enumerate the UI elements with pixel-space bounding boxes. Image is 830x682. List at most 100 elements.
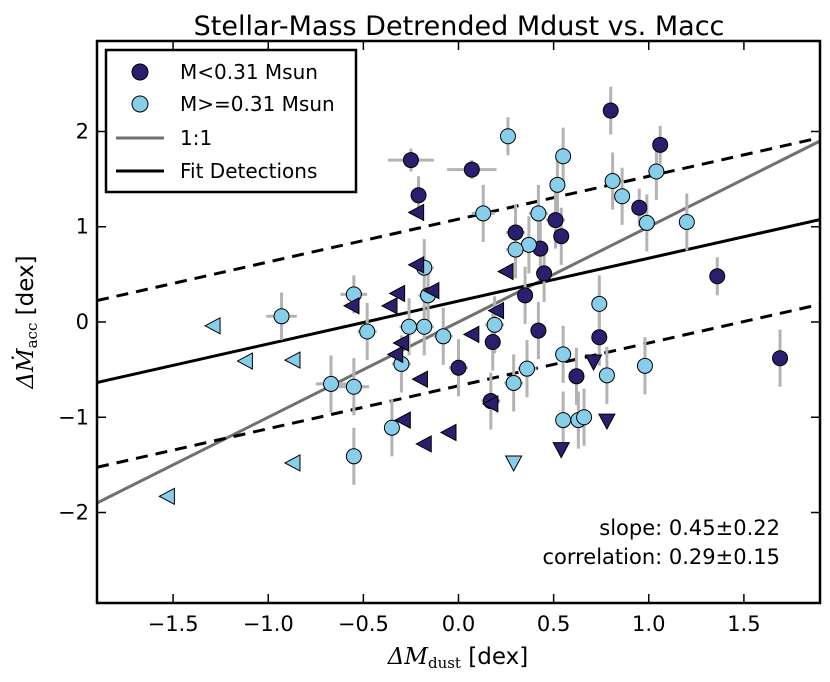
data-point [520, 236, 537, 253]
data-point [273, 308, 290, 325]
data-point [772, 350, 789, 367]
data-point [568, 368, 585, 385]
data-point [614, 188, 631, 205]
data-point [323, 375, 340, 392]
upper-limit-x-point [481, 395, 499, 413]
data-point [345, 448, 362, 465]
data-point [507, 241, 524, 258]
data-point [652, 136, 669, 153]
upper-limit-x-point [283, 351, 301, 369]
data-point [507, 224, 524, 241]
data-point [631, 199, 648, 216]
correlation-annotation: correlation: 0.29±0.15 [542, 545, 780, 569]
slope-annotation: slope: 0.45±0.22 [599, 516, 780, 540]
x-axis-label: ΔMdust [dex] [387, 644, 528, 672]
data-point [475, 205, 492, 222]
tick-layer: −1.5 −1.0 −0.5 0.0 0.5 1.0 1.5 −2 −1 0 1 2 [58, 41, 820, 636]
y-tick-label: 0 [76, 310, 89, 334]
upper-limit-y-point [584, 354, 603, 372]
data-point [463, 161, 480, 178]
data-point [638, 214, 655, 231]
y-axis-label: ΔṀacc [dex] [12, 255, 41, 389]
legend-marker-high [131, 95, 149, 113]
data-point [530, 322, 547, 339]
upper-limit-x-point [487, 301, 505, 320]
fit-line [97, 218, 820, 384]
data-point [410, 187, 427, 204]
data-point [345, 378, 362, 395]
data-point [484, 334, 501, 351]
x-tick-label: −0.5 [338, 612, 389, 636]
legend: M<0.31 Msun M>=0.31 Msun 1:1 Fit Detecti… [104, 48, 358, 194]
y-tick-label: −1 [58, 405, 89, 429]
marker-layer [158, 102, 789, 506]
upper-limit-x-point [407, 256, 425, 274]
y-axis-label-unit: [dex] [13, 255, 39, 322]
upper-limit-x-point [439, 423, 457, 442]
data-point [416, 318, 433, 335]
data-point [402, 152, 419, 169]
data-point [547, 212, 564, 229]
upper-limit-x-point [422, 281, 440, 300]
legend-label-fit: Fit Detections [180, 159, 317, 183]
data-point [555, 148, 572, 165]
upper-limit-x-point [203, 316, 221, 335]
data-point [505, 374, 522, 391]
upper-limit-x-point [388, 284, 406, 303]
one-to-one-line [97, 139, 820, 505]
x-tick-label: −1.5 [148, 612, 199, 636]
x-tick-label: 0.0 [442, 612, 475, 636]
legend-label-one-to-one: 1:1 [180, 126, 212, 150]
data-point [591, 329, 608, 346]
data-point [555, 412, 572, 429]
data-point [536, 265, 553, 282]
data-point [359, 323, 376, 340]
x-axis-label-main: ΔM [387, 644, 430, 670]
y-tick-label: 1 [76, 215, 89, 239]
upper-limit-x-point [462, 325, 480, 344]
x-tick-label: 1.5 [727, 612, 760, 636]
x-tick-label: 1.0 [632, 612, 665, 636]
data-point [486, 316, 503, 333]
y-axis-label-main: ΔṀ [12, 347, 39, 390]
upper-limit-y-point [552, 442, 571, 459]
data-point [517, 287, 534, 304]
y-tick-label: −2 [58, 501, 89, 525]
upper-limit-x-point [158, 487, 175, 506]
data-point [604, 173, 621, 190]
x-axis-label-unit: [dex] [461, 644, 528, 670]
upper-limit-x-point [386, 345, 404, 364]
data-point [591, 295, 608, 312]
data-point [636, 357, 653, 374]
upper-limit-x-point [394, 411, 411, 429]
data-point [648, 163, 665, 180]
data-point [450, 359, 467, 376]
data-point [499, 128, 516, 145]
data-point [709, 268, 726, 285]
upper-limit-x-point [497, 262, 514, 281]
upper-limit-y-point [598, 413, 616, 431]
x-tick-label: 0.5 [537, 612, 570, 636]
data-point [678, 213, 695, 230]
data-point [576, 409, 593, 426]
y-axis-label-sub: acc [23, 323, 41, 349]
x-tick-label: −1.0 [243, 612, 294, 636]
data-point [530, 205, 547, 222]
y-tick-label: 2 [76, 119, 89, 143]
upper-limit-x-point [411, 370, 428, 388]
data-point [401, 318, 418, 335]
upper-limit-x-point [283, 454, 301, 472]
data-point [553, 228, 570, 245]
data-point [602, 102, 619, 119]
data-point [435, 328, 452, 345]
data-point [383, 419, 400, 436]
upper-limit-x-point [415, 435, 432, 453]
upper-limit-x-point [236, 352, 253, 370]
upper-limit-x-point [342, 296, 360, 315]
upper-limit-x-point [380, 296, 398, 315]
data-point [518, 360, 535, 377]
legend-label-high: M>=0.31 Msun [180, 92, 335, 116]
upper-limit-y-point [504, 455, 523, 473]
data-point [549, 176, 566, 193]
